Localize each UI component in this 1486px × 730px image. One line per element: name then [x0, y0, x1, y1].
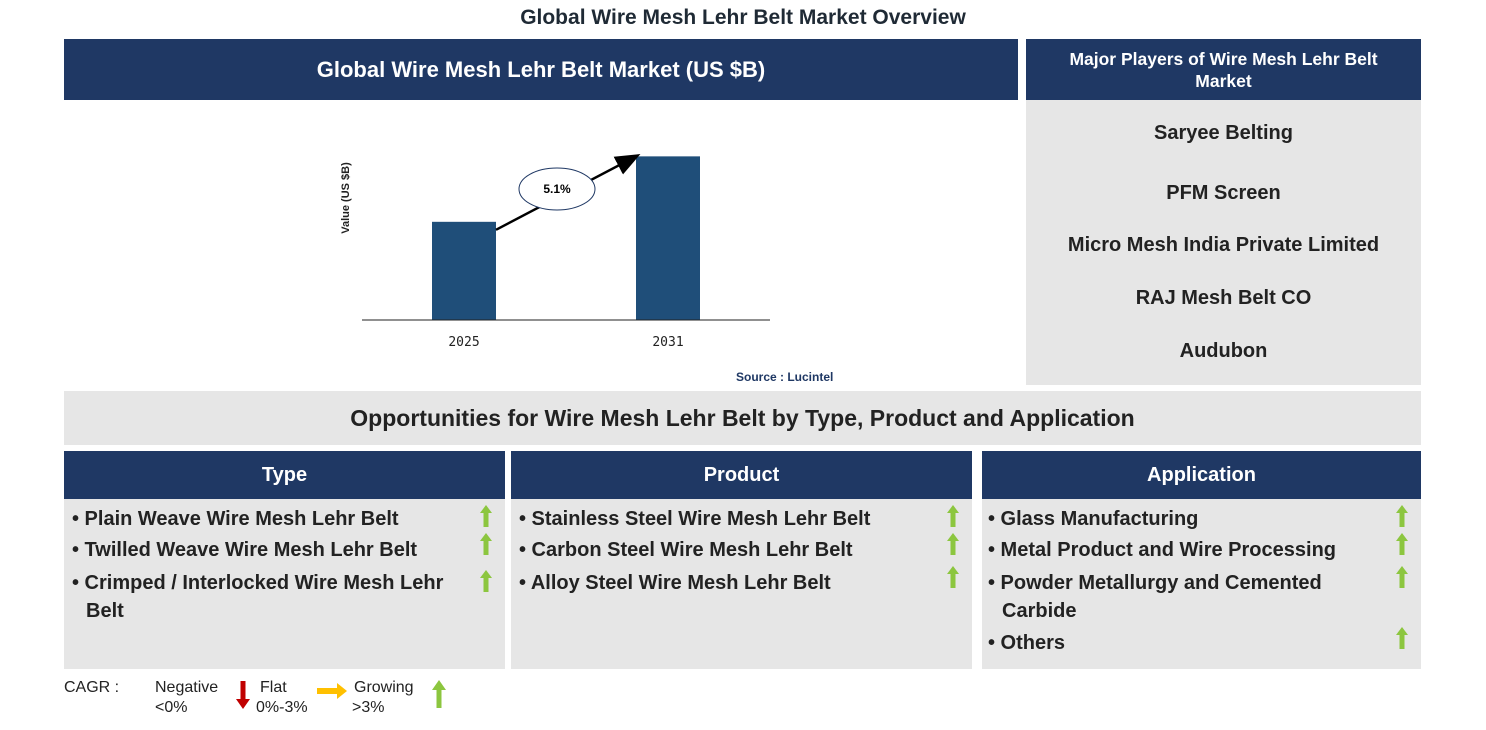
up-arrow-icon — [1396, 566, 1408, 588]
up-arrow-icon — [947, 566, 959, 588]
x-tick-label: 2031 — [652, 335, 683, 350]
legend-negative-name: Negative — [155, 679, 219, 696]
player-item: RAJ Mesh Belt CO — [1135, 287, 1312, 309]
player-item: Audubon — [1179, 340, 1268, 362]
list-item: • Crimped / Interlocked Wire Mesh Lehr B… — [72, 572, 444, 622]
up-arrow-icon — [1396, 505, 1408, 527]
page-title: Global Wire Mesh Lehr Belt Market Overvi… — [520, 6, 966, 29]
application-body: • Glass Manufacturing • Metal Product an… — [982, 499, 1421, 669]
legend-growing-name: Growing — [354, 679, 414, 696]
flat-arrow-icon — [317, 683, 347, 699]
legend-label: CAGR : — [64, 679, 120, 696]
list-item: • Others — [988, 632, 1066, 654]
bar-chart: Value (US $B) 2025 2031 5.1% — [340, 154, 770, 350]
list-item: • Plain Weave Wire Mesh Lehr Belt — [72, 508, 399, 530]
type-header: Type — [64, 451, 505, 499]
list-item: • Metal Product and Wire Processing — [988, 539, 1337, 561]
cagr-bubble — [518, 167, 596, 211]
chart-header: Global Wire Mesh Lehr Belt Market (US $B… — [64, 39, 1018, 100]
product-body: • Stainless Steel Wire Mesh Lehr Belt • … — [511, 499, 972, 669]
list-item: • Glass Manufacturing — [988, 508, 1199, 530]
legend-flat-range: 0%-3% — [256, 699, 308, 716]
y-axis-label: Value (US $B) — [340, 162, 352, 234]
up-arrow-icon — [1396, 627, 1408, 649]
source-note: Source : Lucintel — [736, 370, 834, 384]
type-body: • Plain Weave Wire Mesh Lehr Belt • Twil… — [64, 499, 505, 669]
up-arrow-icon — [480, 505, 492, 527]
legend-growing-range: >3% — [352, 699, 385, 716]
players-header: Major Players of Wire Mesh Lehr Belt Mar… — [1026, 39, 1421, 100]
list-item: • Alloy Steel Wire Mesh Lehr Belt — [519, 572, 831, 594]
down-arrow-icon — [236, 681, 250, 709]
list-item: • Powder Metallurgy and Cemented Carbide — [988, 572, 1322, 622]
legend-flat-name: Flat — [260, 679, 287, 696]
product-header: Product — [511, 451, 972, 499]
opportunities-title: Opportunities for Wire Mesh Lehr Belt by… — [64, 391, 1421, 445]
cagr-label: 5.1% — [543, 182, 571, 196]
list-item: • Twilled Weave Wire Mesh Lehr Belt — [72, 539, 418, 561]
list-item: • Carbon Steel Wire Mesh Lehr Belt — [519, 539, 853, 561]
list-item: • Stainless Steel Wire Mesh Lehr Belt — [519, 508, 871, 530]
chart-area: Value (US $B) 2025 2031 5.1% — [64, 100, 1018, 390]
bar-2031 — [636, 156, 700, 320]
player-item: Saryee Belting — [1154, 122, 1293, 144]
up-arrow-icon — [947, 533, 959, 555]
x-tick-label: 2025 — [448, 335, 479, 350]
up-arrow-icon — [480, 570, 492, 592]
application-header: Application — [982, 451, 1421, 499]
up-arrow-icon — [432, 680, 446, 708]
player-item: PFM Screen — [1166, 182, 1281, 204]
player-item: Micro Mesh India Private Limited — [1067, 234, 1380, 256]
up-arrow-icon — [1396, 533, 1408, 555]
up-arrow-icon — [947, 505, 959, 527]
up-arrow-icon — [480, 533, 492, 555]
cagr-legend: CAGR : Negative <0% Flat 0%-3% Growing >… — [64, 677, 484, 725]
legend-negative-range: <0% — [155, 699, 188, 716]
bar-2025 — [432, 221, 496, 320]
players-list: Saryee Belting PFM Screen Micro Mesh Ind… — [1026, 100, 1421, 385]
